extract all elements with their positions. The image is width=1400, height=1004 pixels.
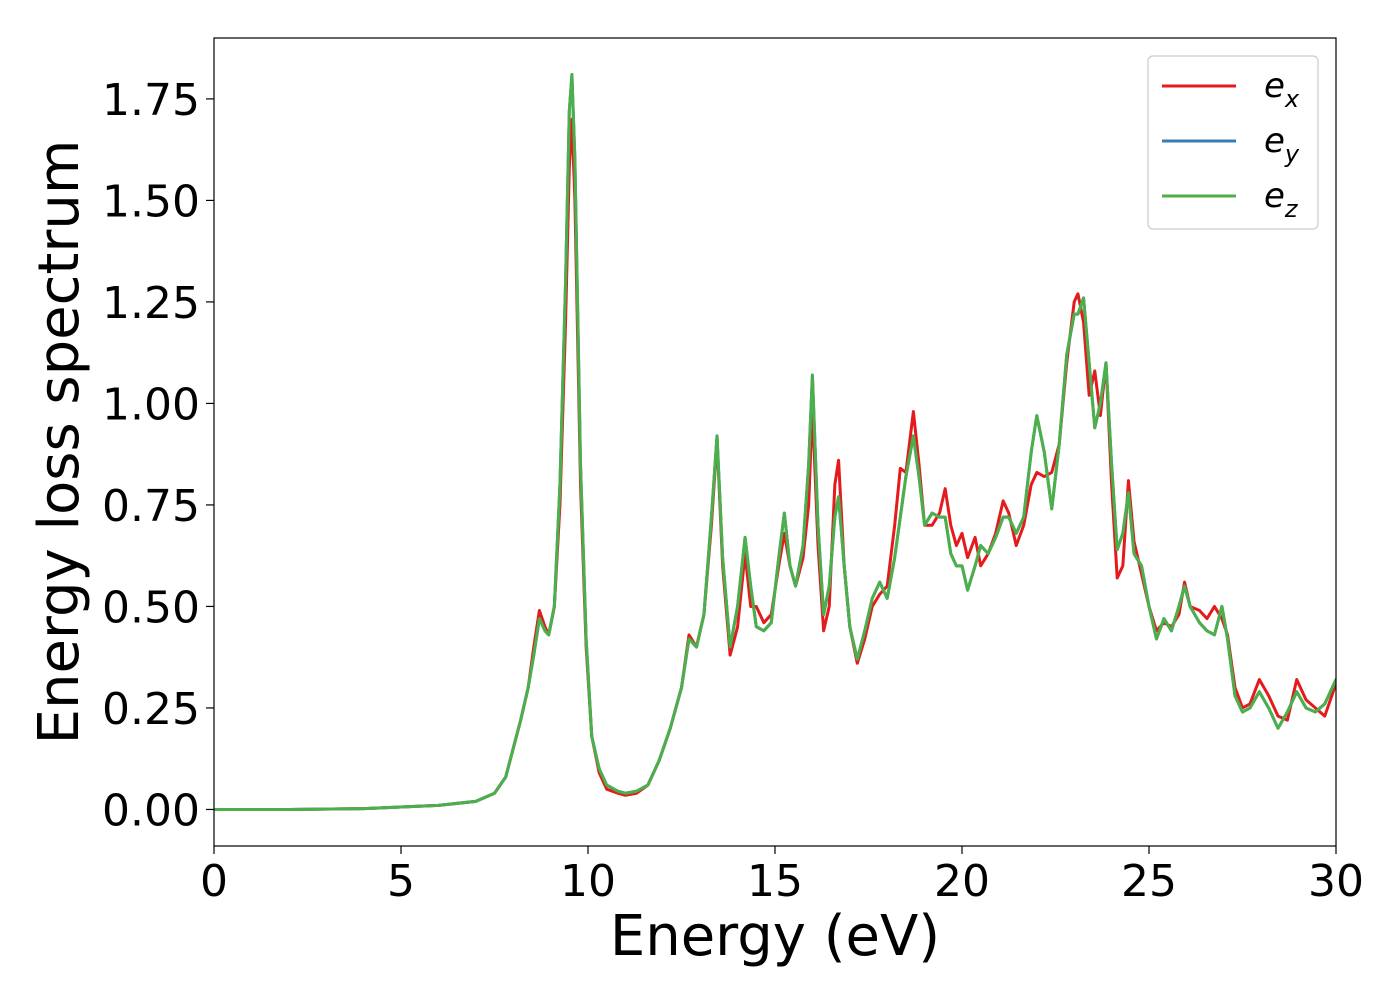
x-axis-label: Energy (eV) [610, 904, 940, 969]
legend-label-base: e [1264, 176, 1285, 216]
x-tick-label: 5 [387, 856, 415, 907]
legend-label-z: ez [1264, 176, 1299, 223]
y-axis-label: Energy loss spectrum [27, 140, 92, 745]
legend-label-base: e [1264, 121, 1285, 161]
y-tick-label: 1.00 [102, 379, 200, 430]
x-tick-label: 25 [1121, 856, 1177, 907]
legend-label-base: e [1264, 66, 1285, 106]
y-tick-label: 1.75 [102, 75, 200, 126]
x-axis: 0 5 10 15 20 25 30 [200, 846, 1364, 907]
x-tick-label: 10 [560, 856, 616, 907]
series-layer [214, 73, 1336, 811]
y-tick-label: 1.50 [102, 176, 200, 227]
y-tick-label: 0.00 [102, 785, 200, 836]
x-tick-label: 0 [200, 856, 228, 907]
legend-label-subscript: y [1284, 140, 1300, 168]
legend-label-x: ex [1264, 66, 1300, 113]
legend-label-subscript: x [1284, 85, 1300, 113]
x-tick-label: 30 [1308, 856, 1364, 907]
series-line-z [214, 73, 1336, 811]
x-tick-label: 15 [747, 856, 803, 907]
y-tick-label: 0.75 [102, 481, 200, 532]
x-tick-label: 20 [934, 856, 990, 907]
y-axis: 0.00 0.25 0.50 0.75 1.00 1.25 1.50 1.75 [102, 75, 214, 836]
y-tick-label: 0.25 [102, 684, 200, 735]
y-tick-label: 1.25 [102, 278, 200, 329]
y-tick-label: 0.50 [102, 582, 200, 633]
legend-label-subscript: z [1284, 195, 1299, 223]
legend-label-y: ey [1264, 121, 1300, 168]
